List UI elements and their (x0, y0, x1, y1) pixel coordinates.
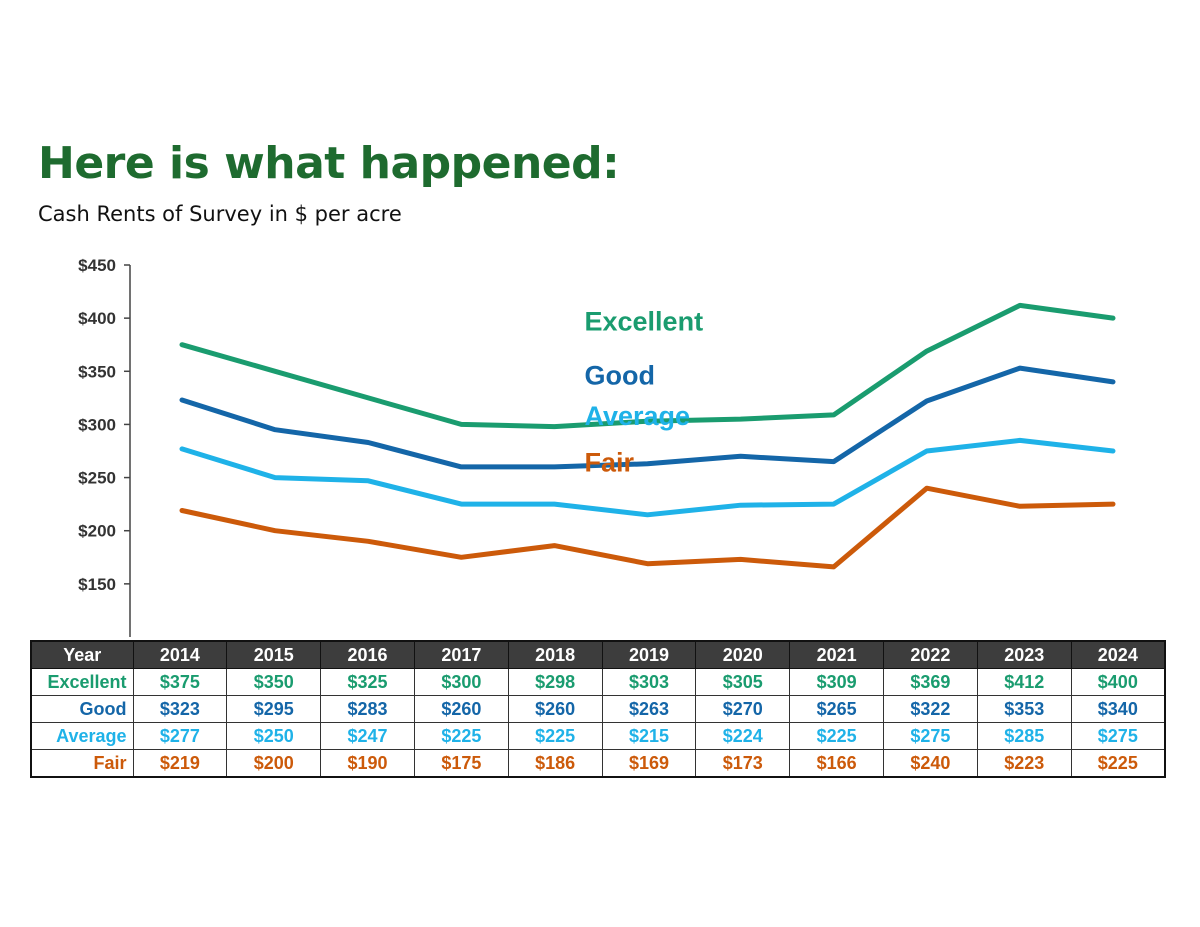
table-header-year: 2015 (226, 640, 322, 669)
table-cell: $322 (883, 695, 978, 723)
table-header-year: 2021 (789, 640, 884, 669)
table-header-year: 2014 (132, 640, 228, 669)
y-tick-label: $250 (78, 469, 116, 488)
table-cell: $219 (132, 749, 228, 778)
series-label-good: Good (585, 361, 655, 391)
table-cell: $223 (976, 749, 1072, 778)
table-header-year: 2023 (976, 640, 1072, 669)
series-label-excellent: Excellent (585, 306, 704, 336)
table-row-excellent: Excellent $375 $350 $325 $300 $298 $303 $305 $30… (30, 668, 1166, 696)
table-cell: $200 (226, 749, 322, 778)
table-cell: $340 (1070, 695, 1166, 723)
table-cell: $300 (413, 668, 509, 696)
table-cell: $303 (601, 668, 697, 696)
table-cell: $295 (226, 695, 322, 723)
table-header-row: Year 2014 2015 2016 2017 2018 2019 2020 2021 202… (30, 640, 1166, 669)
table-cell: $169 (601, 749, 697, 778)
table-header-year: 2018 (507, 640, 603, 669)
table-cell: $298 (507, 668, 603, 696)
table-cell: $186 (507, 749, 603, 778)
table-header-label: Year (30, 640, 134, 669)
page-title: Here is what happened: (38, 138, 620, 189)
series-labels: Excellent Good Average Fair (585, 306, 704, 477)
table-cell: $190 (320, 749, 415, 778)
table-cell: $375 (132, 668, 228, 696)
series-line-good (179, 365, 1116, 470)
table-cell: $173 (695, 749, 791, 778)
table-cell: $305 (695, 668, 791, 696)
table-cell: $175 (413, 749, 509, 778)
table-cell: $350 (226, 668, 322, 696)
table-cell: $225 (1070, 749, 1166, 778)
table-header-year: 2017 (413, 640, 509, 669)
y-tick-label: $400 (78, 309, 116, 328)
table-cell: $285 (976, 722, 1072, 750)
table-cell: $250 (226, 722, 322, 750)
row-label-fair: Fair (30, 749, 134, 778)
table-header-year: 2019 (601, 640, 697, 669)
y-axis: $150 $200 $250 $300 $350 $400 $450 (78, 256, 131, 637)
table-header-year: 2016 (320, 640, 415, 669)
table-cell: $270 (695, 695, 791, 723)
table-cell: $225 (413, 722, 509, 750)
y-tick-label: $200 (78, 522, 116, 541)
table-cell: $225 (507, 722, 603, 750)
series-label-fair: Fair (585, 448, 635, 478)
table-cell: $353 (976, 695, 1072, 723)
row-label-good: Good (30, 695, 134, 723)
table-cell: $309 (789, 668, 884, 696)
table-cell: $225 (789, 722, 884, 750)
table-row-fair: Fair $219 $200 $190 $175 $186 $169 $173 $166 $240… (30, 749, 1166, 778)
table-header-year: 2020 (695, 640, 791, 669)
line-chart: $150 $200 $250 $300 $350 $400 $450 Excellent Go… (78, 256, 1116, 637)
chart-subtitle: Cash Rents of Survey in $ per acre (38, 202, 402, 226)
table-cell: $224 (695, 722, 791, 750)
series-line-excellent (179, 302, 1116, 430)
row-label-excellent: Excellent (30, 668, 134, 696)
table-cell: $400 (1070, 668, 1166, 696)
table-cell: $166 (789, 749, 884, 778)
y-tick-label: $300 (78, 415, 116, 434)
table-cell: $275 (1070, 722, 1166, 750)
row-label-average: Average (30, 722, 134, 750)
series-label-average: Average (585, 401, 691, 431)
y-tick-label: $150 (78, 575, 116, 594)
y-tick-label: $350 (78, 362, 116, 381)
table-cell: $323 (132, 695, 228, 723)
table-cell: $325 (320, 668, 415, 696)
table-cell: $247 (320, 722, 415, 750)
table-cell: $369 (883, 668, 978, 696)
y-tick-label: $450 (78, 256, 116, 275)
table-row-good: Good $323 $295 $283 $260 $260 $263 $270 $265 $322… (30, 695, 1166, 723)
table-cell: $412 (976, 668, 1072, 696)
table-header-year: 2022 (883, 640, 978, 669)
series-line-fair (179, 485, 1116, 570)
table-header-year: 2024 (1070, 640, 1166, 669)
table-cell: $277 (132, 722, 228, 750)
table-cell: $265 (789, 695, 884, 723)
table-cell: $260 (507, 695, 603, 723)
table-row-average: Average $277 $250 $247 $225 $225 $215 $224 $225 $… (30, 722, 1166, 750)
data-table: Year 2014 2015 2016 2017 2018 2019 2020 2021 202… (30, 640, 1166, 778)
table-cell: $240 (883, 749, 978, 778)
table-cell: $263 (601, 695, 697, 723)
series-line-average (179, 437, 1116, 518)
table-cell: $283 (320, 695, 415, 723)
table-cell: $275 (883, 722, 978, 750)
table-cell: $215 (601, 722, 697, 750)
table-cell: $260 (413, 695, 509, 723)
series-lines (179, 302, 1116, 570)
